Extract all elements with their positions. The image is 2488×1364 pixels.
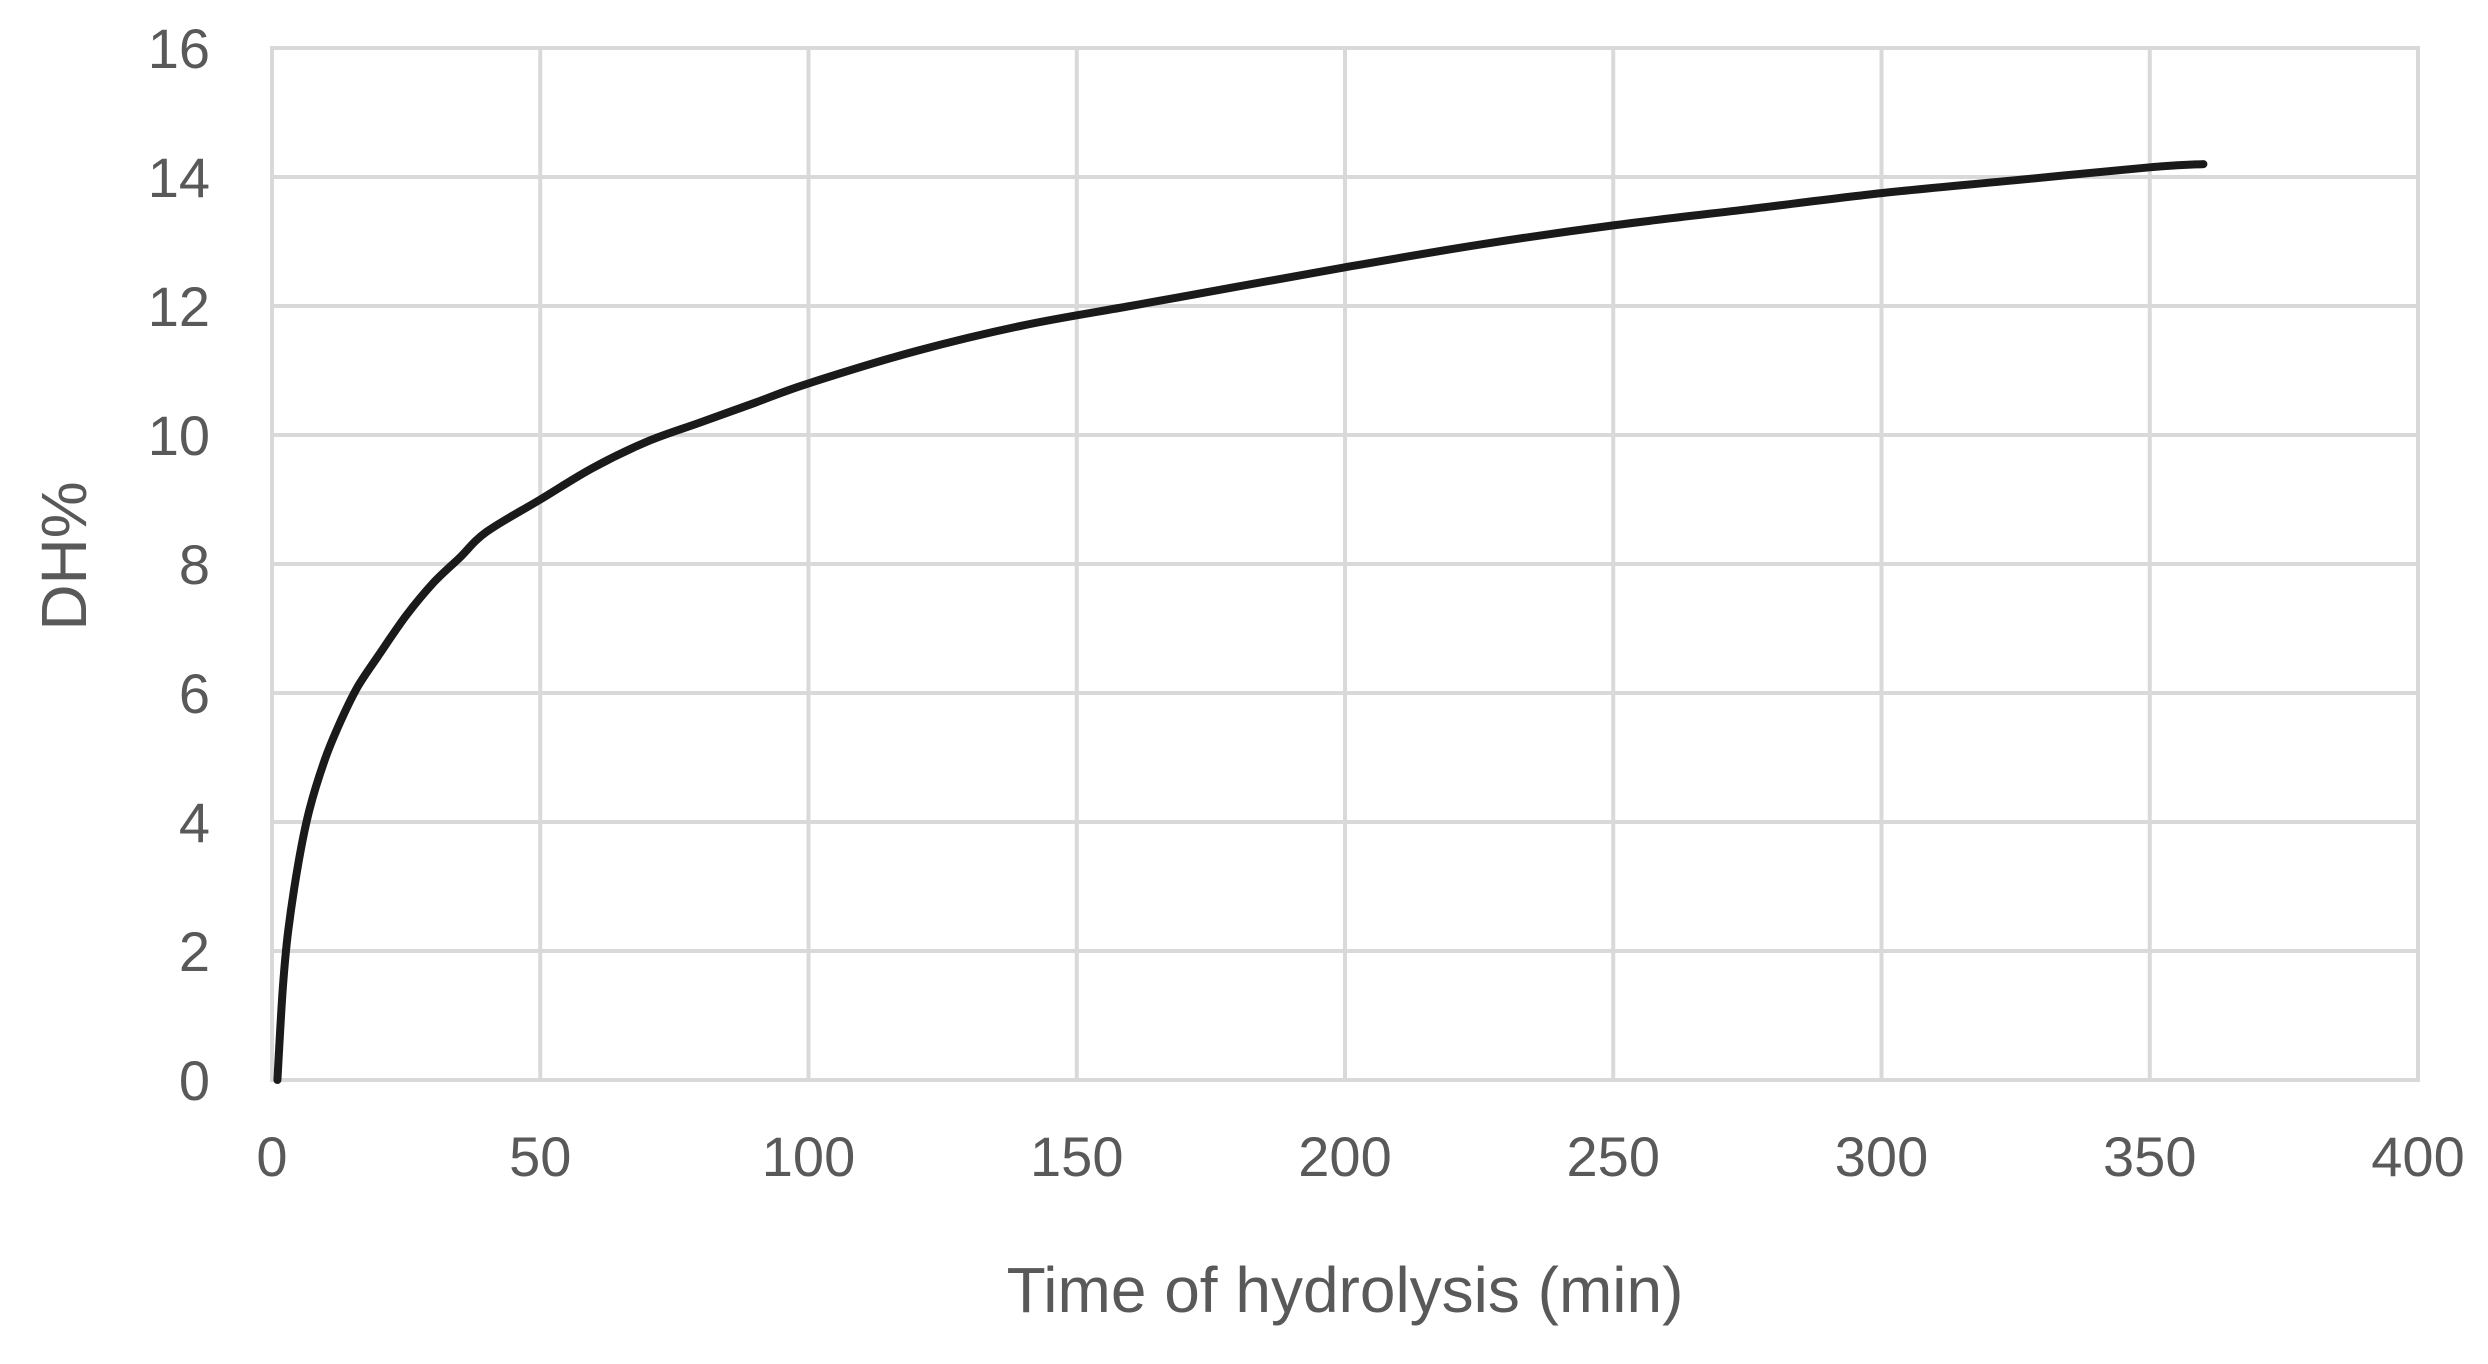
y-tick-label: 16 <box>148 17 210 80</box>
x-tick-label: 250 <box>1567 1125 1660 1188</box>
x-tick-label: 50 <box>509 1125 571 1188</box>
plot-area-border <box>270 46 2420 1082</box>
y-tick-label: 8 <box>179 533 210 596</box>
x-tick-label: 150 <box>1030 1125 1123 1188</box>
y-tick-label: 14 <box>148 146 210 209</box>
y-tick-label: 12 <box>148 275 210 338</box>
y-tick-label: 0 <box>179 1049 210 1112</box>
y-axis-tick-labels: 0 2 4 6 8 10 12 14 16 <box>148 17 210 1112</box>
y-tick-label: 4 <box>179 791 210 854</box>
x-tick-label: 350 <box>2103 1125 2196 1188</box>
y-tick-label: 6 <box>179 662 210 725</box>
y-tick-label: 2 <box>179 920 210 983</box>
x-tick-label: 100 <box>762 1125 855 1188</box>
x-axis-title: Time of hydrolysis (min) <box>1007 1254 1684 1326</box>
x-tick-label: 300 <box>1835 1125 1928 1188</box>
y-tick-label: 10 <box>148 404 210 467</box>
x-axis-tick-labels: 0 50 100 150 200 250 300 350 400 <box>256 1125 2464 1188</box>
y-axis-title: DH% <box>28 481 100 630</box>
x-tick-label: 400 <box>2371 1125 2464 1188</box>
series-line-dh <box>273 160 2208 1084</box>
x-tick-label: 200 <box>1298 1125 1391 1188</box>
x-tick-label: 0 <box>256 1125 287 1188</box>
